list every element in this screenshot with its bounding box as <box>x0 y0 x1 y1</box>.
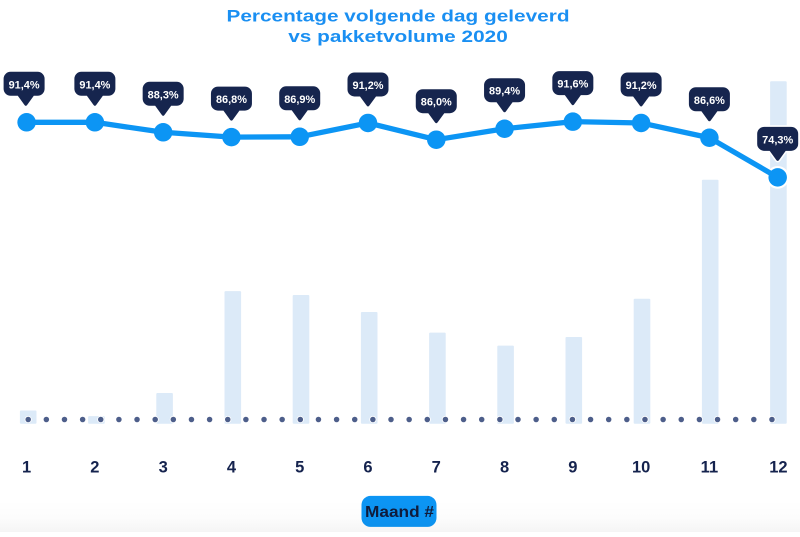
svg-text:88,3%: 88,3% <box>148 89 179 101</box>
svg-text:86,0%: 86,0% <box>421 97 452 109</box>
svg-text:91,4%: 91,4% <box>79 79 110 91</box>
svg-text:5: 5 <box>295 459 304 477</box>
svg-text:74,3%: 74,3% <box>762 134 793 146</box>
svg-text:91,2%: 91,2% <box>626 80 657 92</box>
svg-text:11: 11 <box>701 459 718 477</box>
svg-text:86,8%: 86,8% <box>216 94 247 106</box>
svg-text:91,4%: 91,4% <box>9 79 40 91</box>
svg-text:3: 3 <box>159 459 168 477</box>
svg-text:2: 2 <box>90 459 99 477</box>
svg-text:91,6%: 91,6% <box>557 79 588 91</box>
svg-text:8: 8 <box>500 459 509 477</box>
svg-text:12: 12 <box>769 459 787 477</box>
svg-text:89,4%: 89,4% <box>489 86 520 98</box>
svg-text:Percentage volgende dag geleve: Percentage volgende dag geleverd <box>226 7 569 26</box>
svg-text:4: 4 <box>227 459 237 477</box>
svg-text:86,6%: 86,6% <box>694 95 725 107</box>
svg-text:9: 9 <box>568 459 577 477</box>
svg-text:86,9%: 86,9% <box>284 94 315 106</box>
svg-text:10: 10 <box>632 459 650 477</box>
svg-text:1: 1 <box>22 459 31 477</box>
svg-text:91,2%: 91,2% <box>353 80 384 92</box>
svg-text:7: 7 <box>432 459 441 477</box>
svg-text:6: 6 <box>363 459 372 477</box>
svg-text:vs pakketvolume 2020: vs pakketvolume 2020 <box>288 28 508 47</box>
